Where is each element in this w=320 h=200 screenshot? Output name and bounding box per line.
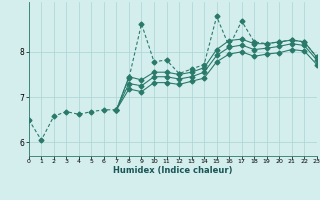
X-axis label: Humidex (Indice chaleur): Humidex (Indice chaleur) <box>113 166 233 175</box>
